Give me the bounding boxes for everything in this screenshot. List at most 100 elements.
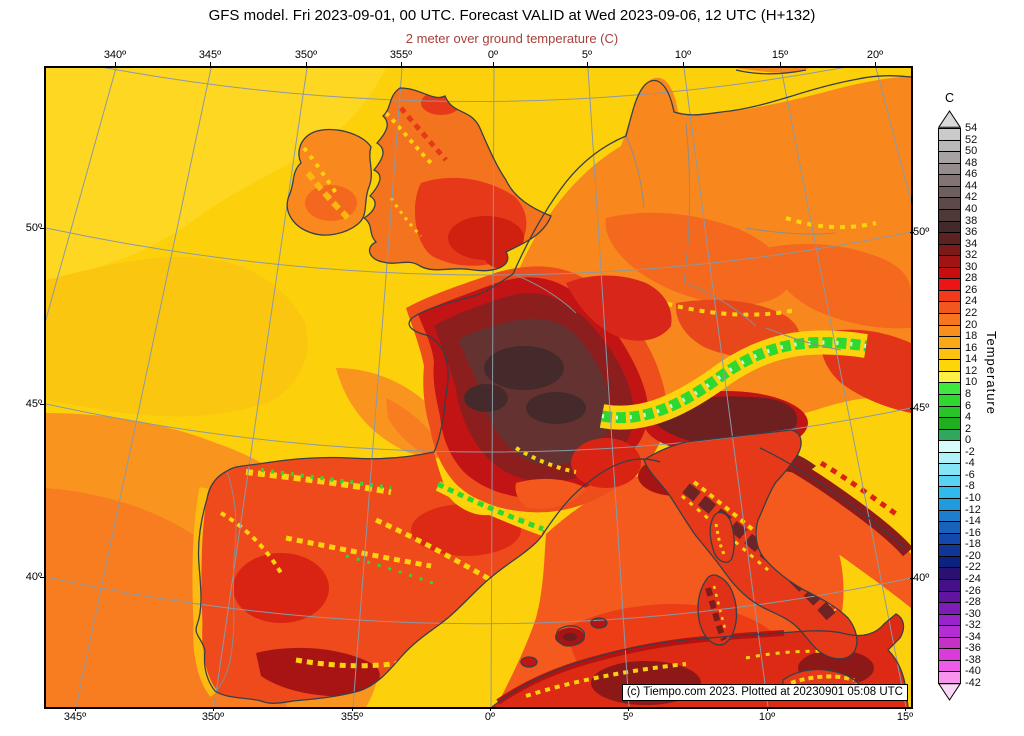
copyright-box: (c) Tiempo.com 2023. Plotted at 20230901…: [621, 684, 908, 701]
colorbar-tick-label: -42: [965, 677, 981, 689]
axis-label-bottom: 345º: [63, 711, 87, 723]
colorbar-arrow-up: [938, 110, 961, 128]
axis-label-bottom: 10º: [758, 711, 776, 723]
colorbar-tick-label: 20: [965, 318, 978, 331]
coastlines: [195, 69, 911, 707]
colorbar-tick-label: 38: [965, 214, 978, 227]
axis-tick-bottom: [628, 707, 629, 711]
axis-tick-top: [683, 62, 684, 66]
france-heat-field: [406, 266, 672, 513]
colorbar-tick-label: -12: [965, 503, 981, 516]
colorbar-tick-label: 2: [965, 422, 972, 435]
axis-tick-top: [401, 62, 402, 66]
colorbar-tick-label: -36: [965, 642, 981, 655]
axis-label-right: 50º: [913, 226, 930, 238]
axis-tick-top: [306, 62, 307, 66]
colorbar-tick-label: 22: [965, 307, 978, 319]
axis-label-top: 20º: [866, 49, 884, 61]
colorbar-tick-label: 48: [965, 156, 978, 169]
axis-tick-top: [115, 62, 116, 66]
axis-label-top: 345º: [198, 49, 222, 61]
colorbar-tick-label: -22: [965, 561, 981, 574]
page-subtitle: 2 meter over ground temperature (C): [405, 31, 619, 46]
colorbar-tick-label: -10: [965, 492, 981, 504]
axis-label-right: 40º: [913, 572, 930, 584]
colorbar-tick-label: -32: [965, 619, 981, 632]
colorbar-tick-label: 0: [965, 434, 972, 447]
colorbar-tick-label: -20: [965, 549, 981, 562]
colorbar-tick-label: 12: [965, 364, 978, 377]
colorbar-tick-label: 50: [965, 145, 978, 158]
colorbar-tick-label: 8: [965, 387, 972, 400]
axis-tick-left: [40, 228, 44, 229]
british-isles-field: [287, 88, 551, 271]
colorbar-tick-label: -14: [965, 515, 981, 528]
map-canvas: [44, 66, 913, 709]
axis-label-top: 0º: [487, 49, 499, 61]
colorbar-tick-label: 40: [965, 202, 978, 215]
axis-tick-bottom: [352, 707, 353, 711]
colorbar-tick-label: 26: [965, 283, 978, 296]
colorbar-tick-label: -24: [965, 572, 981, 585]
axis-tick-top: [210, 62, 211, 66]
axis-tick-bottom: [75, 707, 76, 711]
axis-label-left: 40º: [25, 571, 42, 583]
axis-label-top: 5º: [581, 49, 593, 61]
colorbar-tick-label: 24: [965, 295, 978, 308]
axis-tick-left: [40, 577, 44, 578]
country-borders: [215, 122, 842, 692]
colorbar-tick-label: -38: [965, 653, 981, 666]
axis-label-left: 45º: [25, 398, 42, 410]
axis-label-top: 355º: [389, 49, 413, 61]
axis-tick-right: [910, 578, 914, 579]
axis-tick-bottom: [490, 707, 491, 711]
axis-tick-top: [587, 62, 588, 66]
colorbar-tick-label: 10: [965, 376, 978, 389]
colorbar-tick-label: 44: [965, 179, 978, 192]
colorbar-tick-label: -4: [965, 457, 975, 470]
colorbar-tick-label: -8: [965, 480, 975, 493]
colorbar-tick-label: -40: [965, 665, 981, 678]
colorbar-tick-label: 30: [965, 260, 978, 273]
colorbar-tick-label: -30: [965, 607, 981, 620]
colorbar-cell: [938, 671, 961, 684]
colorbar-tick-label: 14: [965, 353, 978, 366]
iberia-field: [192, 452, 607, 704]
axis-tick-top: [780, 62, 781, 66]
colorbar-tick-label: -6: [965, 468, 975, 481]
colorbar-tick-label: 6: [965, 399, 972, 412]
colorbar-axis-title: Temperature: [984, 331, 999, 415]
axis-label-bottom: 355º: [340, 711, 364, 723]
colorbar-arrow-down: [938, 683, 961, 701]
axis-label-top: 340º: [103, 49, 127, 61]
colorbar-tick-label: -28: [965, 596, 981, 609]
colorbar-tick-label: 28: [965, 272, 978, 285]
colorbar-tick-label: 34: [965, 237, 978, 250]
axis-label-right: 45º: [913, 402, 930, 414]
colorbar-tick-label: 16: [965, 341, 978, 354]
axis-tick-top: [493, 62, 494, 66]
colorbar-arrow-down-shape: [938, 683, 961, 701]
colorbar-unit-label: C: [944, 91, 955, 105]
colorbar-tick-label: 32: [965, 249, 978, 262]
axis-label-top: 10º: [674, 49, 692, 61]
axis-label-bottom: 15º: [896, 711, 914, 723]
axis-label-bottom: 5º: [622, 711, 634, 723]
colorbar-tick-label: 4: [965, 411, 972, 424]
colorbar-tick-label: 54: [965, 122, 978, 134]
colorbar-tick-label: -16: [965, 526, 981, 539]
axis-tick-top: [875, 62, 876, 66]
colorbar-tick-label: -2: [965, 445, 975, 458]
axis-tick-bottom: [767, 707, 768, 711]
axis-tick-bottom: [905, 707, 906, 711]
colorbar-tick-label: 36: [965, 226, 978, 239]
axis-label-top: 15º: [771, 49, 789, 61]
axis-label-bottom: 350º: [201, 711, 225, 723]
axis-label-bottom: 0º: [484, 711, 496, 723]
axis-tick-bottom: [213, 707, 214, 711]
graticule: [46, 68, 911, 707]
axis-label-top: 350º: [294, 49, 318, 61]
colorbar-tick-label: 18: [965, 330, 978, 343]
axis-tick-right: [910, 232, 914, 233]
